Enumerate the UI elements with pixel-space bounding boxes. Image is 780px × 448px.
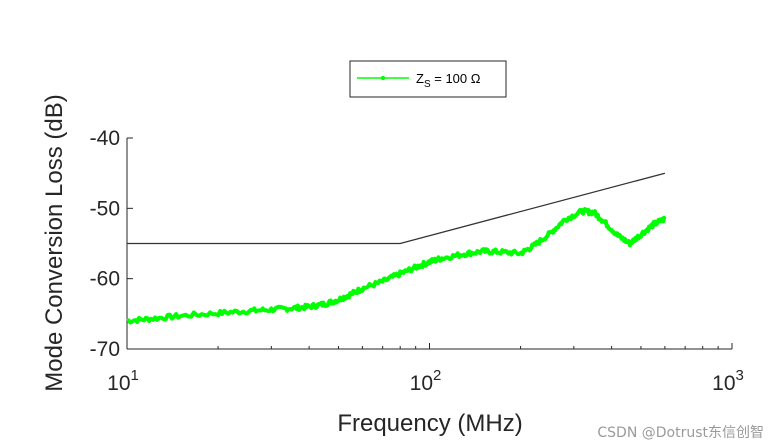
x-tick-label: 103 [712, 367, 744, 395]
legend: ZS = 100 Ω [349, 60, 507, 98]
watermark: CSDN @Dotrust东信创智 [597, 425, 764, 441]
y-tick-label: -50 [90, 197, 120, 220]
legend-entry: ZS = 100 Ω [416, 71, 481, 90]
x-ticks: 101 102 103 [107, 343, 744, 395]
y-axis-label: Mode Conversion Loss (dB) [41, 94, 68, 391]
legend-box [349, 60, 507, 98]
legend-swatch-marker [380, 75, 386, 81]
y-ticks: -40 -50 -60 -70 [90, 127, 133, 361]
y-tick-label: -60 [90, 268, 120, 291]
x-axis-label: Frequency (MHz) [337, 410, 522, 437]
limit-line [127, 172, 666, 245]
series-layer [126, 172, 667, 325]
y-tick-label: -70 [90, 338, 120, 361]
x-tick-label: 101 [107, 367, 139, 395]
x-tick-label: 102 [410, 367, 442, 395]
y-tick-label: -40 [90, 127, 120, 150]
series-line-zs-100 [126, 207, 667, 325]
